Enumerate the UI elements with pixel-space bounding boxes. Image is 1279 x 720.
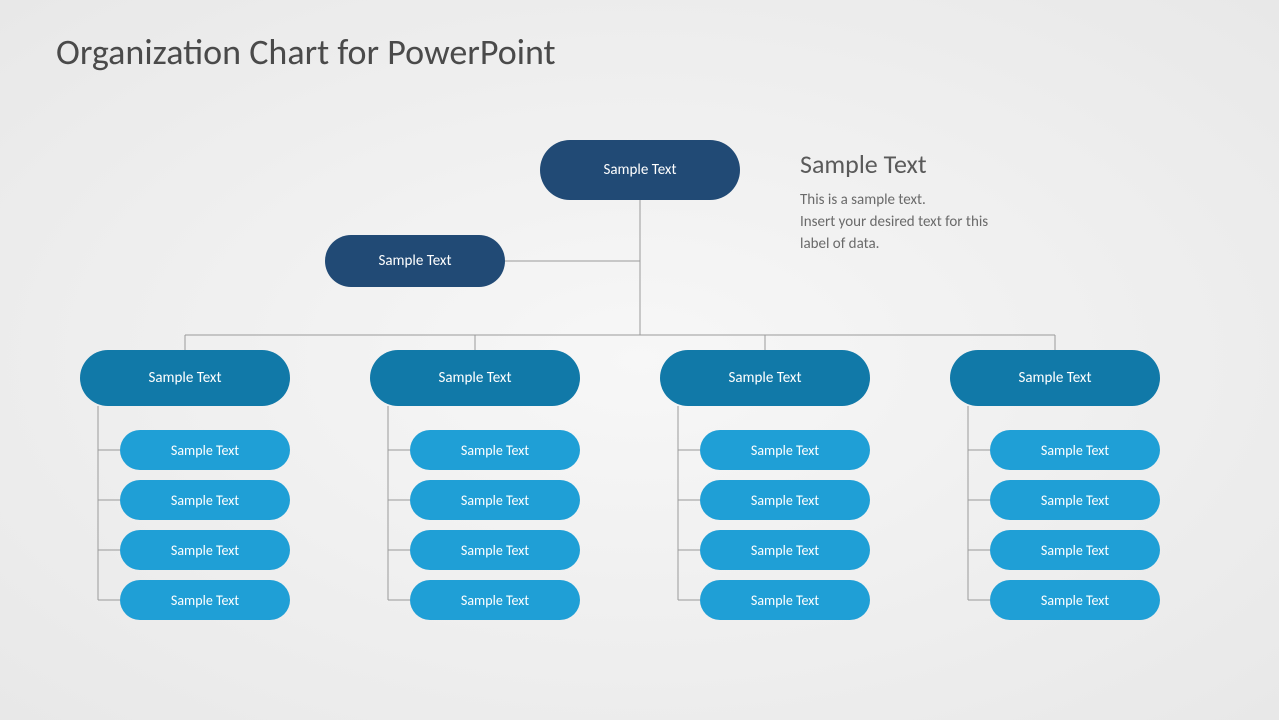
org-leaf-label: Sample Text <box>461 442 529 459</box>
org-leaf-node: Sample Text <box>700 430 870 470</box>
org-leaf-node: Sample Text <box>700 530 870 570</box>
org-leaf-label: Sample Text <box>1041 492 1109 509</box>
org-leaf-node: Sample Text <box>990 580 1160 620</box>
org-leaf-label: Sample Text <box>461 592 529 609</box>
org-dept-label: Sample Text <box>438 369 511 387</box>
org-leaf-label: Sample Text <box>171 542 239 559</box>
org-assistant-node: Sample Text <box>325 235 505 287</box>
org-leaf-node: Sample Text <box>120 530 290 570</box>
org-leaf-node: Sample Text <box>990 480 1160 520</box>
org-leaf-label: Sample Text <box>461 492 529 509</box>
org-leaf-node: Sample Text <box>700 580 870 620</box>
org-dept-label: Sample Text <box>728 369 801 387</box>
org-leaf-node: Sample Text <box>410 480 580 520</box>
org-leaf-node: Sample Text <box>990 430 1160 470</box>
org-root-node: Sample Text <box>540 140 740 200</box>
org-dept-node: Sample Text <box>950 350 1160 406</box>
org-leaf-node: Sample Text <box>410 430 580 470</box>
org-leaf-label: Sample Text <box>171 492 239 509</box>
org-leaf-label: Sample Text <box>461 542 529 559</box>
org-dept-label: Sample Text <box>148 369 221 387</box>
org-leaf-node: Sample Text <box>120 430 290 470</box>
org-leaf-label: Sample Text <box>751 442 819 459</box>
org-dept-node: Sample Text <box>660 350 870 406</box>
org-leaf-label: Sample Text <box>751 492 819 509</box>
org-leaf-node: Sample Text <box>120 480 290 520</box>
org-dept-label: Sample Text <box>1018 369 1091 387</box>
org-leaf-node: Sample Text <box>410 530 580 570</box>
side-body: This is a sample text. Insert your desir… <box>800 190 988 255</box>
org-leaf-node: Sample Text <box>700 480 870 520</box>
org-leaf-node: Sample Text <box>990 530 1160 570</box>
side-heading: Sample Text <box>800 148 927 180</box>
org-leaf-label: Sample Text <box>171 442 239 459</box>
org-leaf-label: Sample Text <box>171 592 239 609</box>
org-chart: Sample Text Sample Text Sample Text Sampl… <box>0 0 1279 720</box>
org-leaf-label: Sample Text <box>1041 442 1109 459</box>
org-dept-node: Sample Text <box>370 350 580 406</box>
org-leaf-label: Sample Text <box>751 542 819 559</box>
org-dept-node: Sample Text <box>80 350 290 406</box>
org-leaf-label: Sample Text <box>1041 592 1109 609</box>
org-leaf-node: Sample Text <box>120 580 290 620</box>
org-leaf-label: Sample Text <box>751 592 819 609</box>
org-leaf-label: Sample Text <box>1041 542 1109 559</box>
org-leaf-node: Sample Text <box>410 580 580 620</box>
org-assistant-label: Sample Text <box>378 252 451 270</box>
org-root-label: Sample Text <box>603 161 676 179</box>
